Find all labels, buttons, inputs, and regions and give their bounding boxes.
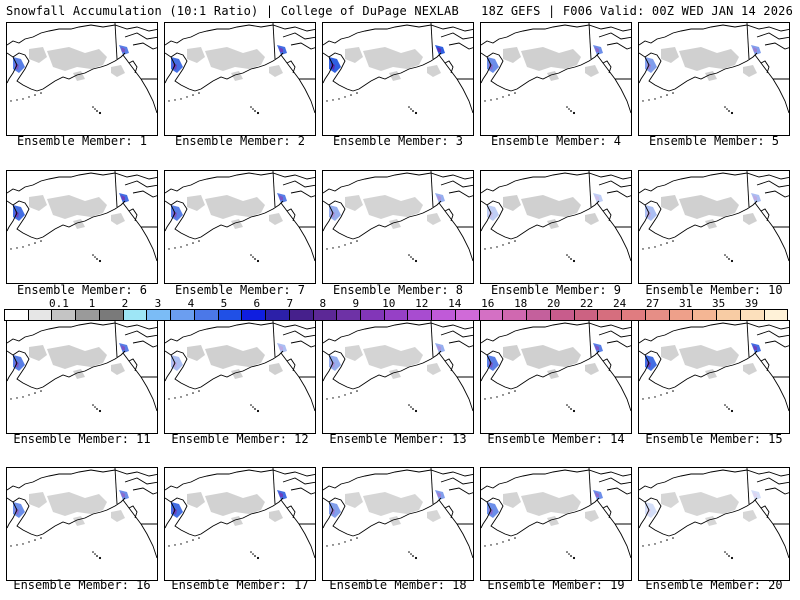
ensemble-member-map (164, 22, 316, 136)
ensemble-member-map (480, 170, 632, 284)
colorbar-tick-label: 4 (187, 297, 195, 310)
ensemble-member-label: Ensemble Member: 13 (329, 432, 467, 446)
colorbar-tick-label: 20 (547, 297, 561, 310)
colorbar-tick-label: 14 (448, 297, 462, 310)
ensemble-member-map (480, 22, 632, 136)
colorbar-swatch (574, 310, 599, 320)
ensemble-member-label: Ensemble Member: 12 (171, 432, 309, 446)
colorbar-swatch (503, 310, 528, 320)
colorbar-tick-label: 27 (645, 297, 660, 310)
ensemble-member-label: Ensemble Member: 1 (16, 134, 148, 148)
colorbar-tick-label: 18 (514, 297, 528, 310)
ensemble-member-map (322, 170, 474, 284)
ensemble-member-label: Ensemble Member: 3 (332, 134, 464, 148)
colorbar-tick-label: 8 (319, 297, 327, 310)
colorbar-tick-label: 16 (481, 297, 495, 310)
ensemble-member-map (164, 170, 316, 284)
colorbar-tick-label: 24 (613, 297, 627, 310)
ensemble-member-label: Ensemble Member: 11 (13, 432, 151, 446)
ensemble-member-map (480, 320, 632, 434)
colorbar-swatch (598, 310, 623, 320)
colorbar-tick-label: 0.1 (49, 297, 69, 310)
ensemble-member-label: Ensemble Member: 6 (16, 283, 148, 297)
colorbar-swatch (384, 310, 409, 320)
colorbar-tick-label: 1 (88, 297, 96, 310)
snowfall-colorbar (4, 309, 788, 321)
ensemble-member-label: Ensemble Member: 9 (490, 283, 622, 297)
colorbar-swatch (266, 310, 290, 320)
colorbar-tick-label: 35 (711, 297, 726, 310)
ensemble-member-map (6, 170, 158, 284)
colorbar-swatch (693, 310, 718, 320)
ensemble-member-label: Ensemble Member: 2 (174, 134, 306, 148)
ensemble-member-map (322, 22, 474, 136)
ensemble-member-map (480, 467, 632, 581)
ensemble-member-label: Ensemble Member: 7 (174, 283, 306, 297)
colorbar-swatch (645, 310, 670, 320)
colorbar-tick-label: 31 (678, 297, 693, 310)
colorbar-tick-label: 10 (382, 297, 396, 310)
ensemble-member-label: Ensemble Member: 16 (13, 578, 151, 592)
colorbar-swatch (550, 310, 575, 320)
colorbar-swatch (194, 310, 219, 320)
colorbar-swatch (123, 310, 148, 320)
colorbar-swatch (432, 310, 456, 320)
colorbar-swatch (408, 310, 433, 320)
colorbar-tick-label: 3 (154, 297, 162, 310)
ensemble-member-map (638, 467, 790, 581)
colorbar-swatch (337, 310, 362, 320)
colorbar-tick-label: 12 (415, 297, 429, 310)
colorbar-swatch (5, 310, 29, 320)
colorbar-swatch (527, 310, 551, 320)
ensemble-member-map (322, 467, 474, 581)
colorbar-swatch (717, 310, 741, 320)
colorbar-swatch (242, 310, 267, 320)
ensemble-member-map (6, 22, 158, 136)
colorbar-swatch (28, 310, 53, 320)
colorbar-swatch (147, 310, 172, 320)
colorbar-swatch (455, 310, 480, 320)
colorbar-swatch (479, 310, 504, 320)
ensemble-member-label: Ensemble Member: 14 (487, 432, 625, 446)
ensemble-member-label: Ensemble Member: 17 (171, 578, 309, 592)
colorbar-swatch (218, 310, 243, 320)
colorbar-tick-label: 22 (580, 297, 594, 310)
map-title: Snowfall Accumulation (10:1 Ratio) | Col… (6, 4, 459, 18)
ensemble-member-map (638, 320, 790, 434)
colorbar-swatch (289, 310, 314, 320)
colorbar-swatch (313, 310, 338, 320)
ensemble-member-label: Ensemble Member: 4 (490, 134, 622, 148)
colorbar-tick-label: 2 (121, 297, 129, 310)
ensemble-member-label: Ensemble Member: 18 (329, 578, 467, 592)
ensemble-member-label: Ensemble Member: 10 (645, 283, 783, 297)
run-info: 18Z GEFS | F006 Valid: 00Z WED JAN 14 20… (481, 4, 793, 18)
colorbar-swatch (76, 310, 100, 320)
ensemble-member-label: Ensemble Member: 5 (648, 134, 780, 148)
ensemble-member-map (6, 320, 158, 434)
ensemble-member-label: Ensemble Member: 19 (487, 578, 625, 592)
colorbar-swatch (361, 310, 385, 320)
colorbar-swatch (622, 310, 646, 320)
ensemble-member-map (164, 320, 316, 434)
colorbar-tick-label: 39 (744, 297, 759, 310)
colorbar-tick-label: 7 (286, 297, 294, 310)
ensemble-member-label: Ensemble Member: 8 (332, 283, 464, 297)
ensemble-member-label: Ensemble Member: 15 (645, 432, 783, 446)
ensemble-member-map (164, 467, 316, 581)
ensemble-member-map (638, 170, 790, 284)
colorbar-swatch (52, 310, 77, 320)
colorbar-swatch (171, 310, 195, 320)
ensemble-member-map (6, 467, 158, 581)
colorbar-swatch (99, 310, 124, 320)
colorbar-tick-label: 5 (220, 297, 228, 310)
ensemble-member-label: Ensemble Member: 20 (645, 578, 783, 592)
colorbar-tick-label: 6 (253, 297, 261, 310)
ensemble-member-map (322, 320, 474, 434)
colorbar-tick-label: 9 (352, 297, 360, 310)
colorbar-swatch (740, 310, 765, 320)
ensemble-member-map (638, 22, 790, 136)
colorbar-swatch (764, 310, 788, 320)
colorbar-swatch (669, 310, 694, 320)
